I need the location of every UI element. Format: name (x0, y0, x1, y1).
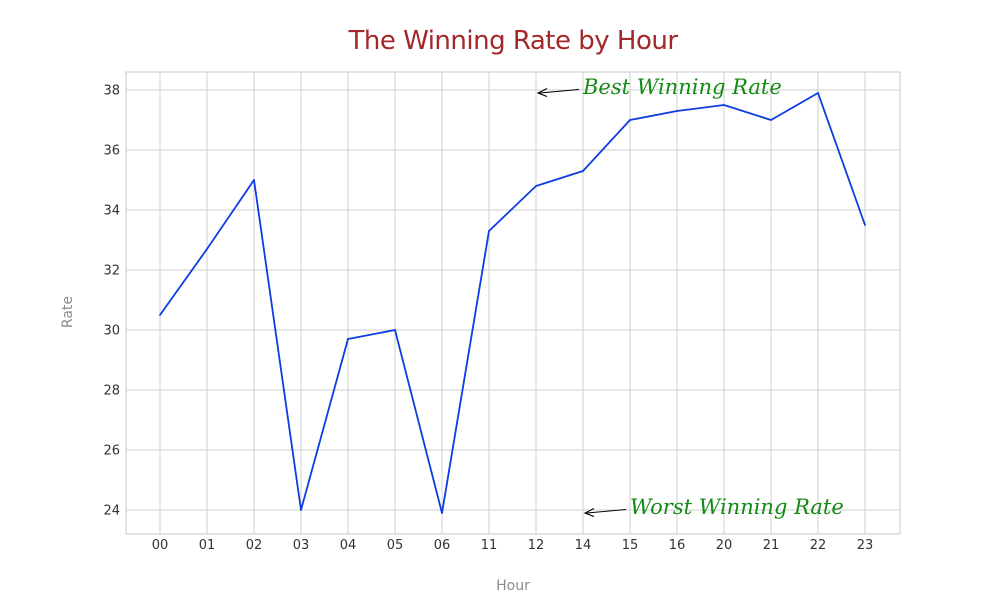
series-line (159, 92, 866, 514)
annotation-label: Worst Winning Rate (630, 495, 844, 519)
plot-frame (125, 71, 901, 535)
data-point (206, 248, 208, 250)
y-axis-label: Rate (60, 295, 76, 329)
data-point (864, 224, 866, 226)
annotation-arrow (539, 88, 580, 94)
data-point (629, 119, 631, 121)
x-tick-label: 02 (246, 538, 263, 553)
data-point (770, 119, 772, 121)
x-tick-label: 12 (528, 538, 545, 553)
x-axis-label: Hour (496, 578, 530, 594)
x-tick-label: 00 (152, 538, 169, 553)
x-tick-label: 21 (763, 538, 780, 553)
x-tick-label: 20 (716, 538, 733, 553)
data-point (394, 329, 396, 331)
y-tick-label: 38 (103, 84, 120, 99)
data-point (723, 104, 725, 106)
y-tick-label: 30 (103, 324, 120, 339)
annotation-arrow (586, 508, 627, 514)
x-tick-label: 01 (199, 538, 216, 553)
data-point (441, 512, 443, 514)
data-point (535, 185, 537, 187)
x-tick-label: 05 (387, 538, 404, 553)
y-tick-label: 36 (103, 144, 120, 159)
data-point (347, 338, 349, 340)
y-tick-label: 32 (103, 264, 120, 279)
annotation-arrowhead (536, 88, 548, 98)
data-point (159, 314, 161, 316)
x-tick-label: 16 (669, 538, 686, 553)
y-tick-label: 26 (103, 444, 120, 459)
y-tick-label: 24 (103, 504, 120, 519)
x-tick-label: 06 (434, 538, 451, 553)
x-tick-label: 04 (340, 538, 357, 553)
data-point (676, 110, 678, 112)
data-point (253, 179, 255, 181)
data-point (300, 509, 302, 511)
data-point (582, 170, 584, 172)
chart-title: The Winning Rate by Hour (348, 26, 678, 56)
y-tick-label: 34 (103, 204, 120, 219)
x-tick-label: 15 (622, 538, 639, 553)
data-point (488, 230, 490, 232)
x-tick-label: 22 (810, 538, 827, 553)
x-tick-label: 23 (857, 538, 874, 553)
x-tick-label: 03 (293, 538, 310, 553)
annotation-label: Best Winning Rate (582, 75, 782, 99)
annotation-arrowhead (583, 508, 595, 518)
x-tick-label: 11 (481, 538, 498, 553)
y-tick-label: 28 (103, 384, 120, 399)
x-tick-label: 14 (575, 538, 592, 553)
data-point (817, 92, 819, 94)
